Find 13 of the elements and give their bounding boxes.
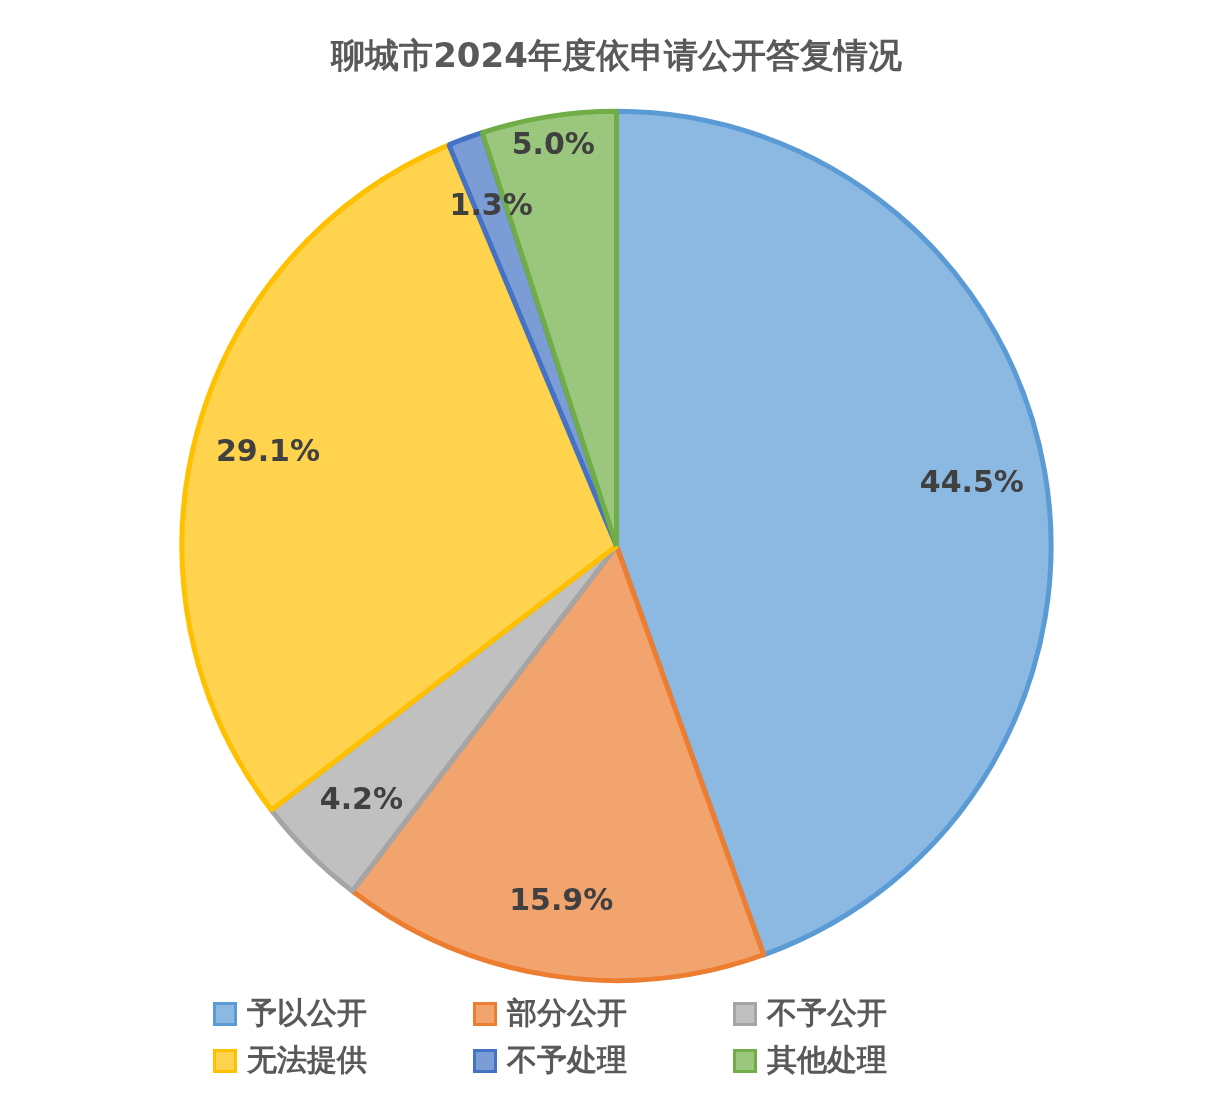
- data-label: 1.3%: [449, 187, 533, 223]
- data-label: 5.0%: [511, 126, 595, 162]
- legend-label: 部分公开: [507, 994, 627, 1032]
- legend-label: 无法提供: [247, 1041, 367, 1079]
- legend-label: 其他处理: [767, 1041, 887, 1079]
- data-label: 4.2%: [319, 780, 404, 816]
- chart-title: 聊城市2024年度依申请公开答复情况: [330, 35, 903, 76]
- data-label: 15.9%: [509, 882, 614, 918]
- legend-label: 予以公开: [247, 994, 367, 1032]
- legend-label: 不予公开: [767, 994, 887, 1032]
- legend-label: 不予处理: [507, 1041, 627, 1079]
- data-label: 29.1%: [215, 432, 321, 468]
- data-label: 44.5%: [919, 463, 1024, 499]
